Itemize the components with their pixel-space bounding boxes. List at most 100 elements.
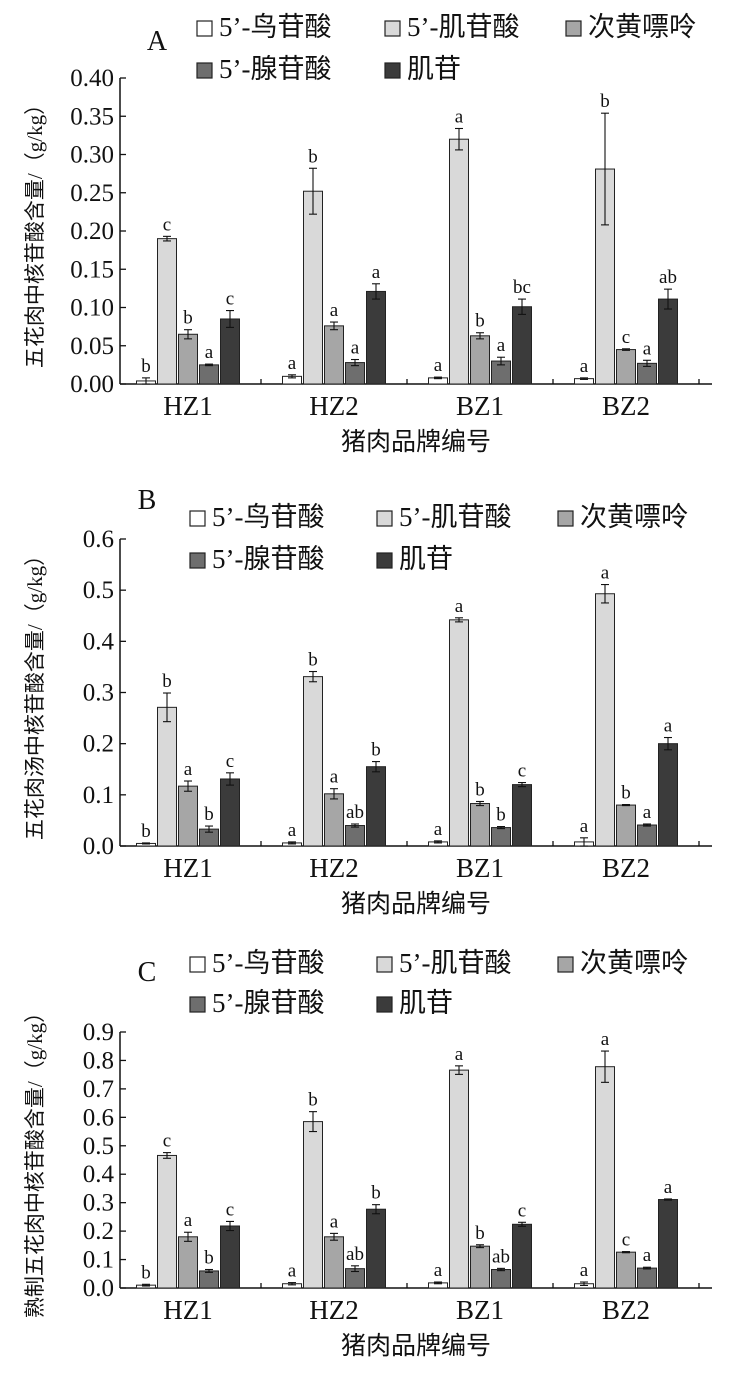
panel-b: B 5’-鸟苷酸 5’-肌苷酸 次黄嘌呤 5’-腺苷酸 肌苷 0.0 0.1 0.2 0.3 0.4…: [23, 485, 712, 918]
legend-label: 5’-腺苷酸: [212, 544, 324, 574]
significance-label: a: [580, 816, 589, 837]
panel-letter: A: [147, 26, 168, 57]
legend-swatch: [384, 62, 401, 79]
x-category-label: BZ2: [602, 391, 650, 421]
bar: [220, 1225, 240, 1289]
legend-swatch: [189, 956, 206, 973]
y-tick-label: 0.5: [83, 1133, 114, 1160]
bar: [616, 1251, 636, 1289]
bar: [366, 290, 386, 385]
bar: [512, 1223, 532, 1289]
bar: [157, 1154, 177, 1289]
significance-label: c: [226, 1199, 234, 1220]
y-tick-label: 0.7: [83, 1076, 114, 1103]
bar: [303, 190, 323, 385]
y-tick-label: 0.9: [83, 1019, 114, 1046]
significance-label: b: [204, 1248, 214, 1269]
legend-swatch: [189, 510, 206, 527]
significance-label: ab: [346, 1244, 364, 1265]
significance-label: a: [643, 1245, 652, 1266]
bar: [220, 318, 240, 385]
legend-swatch: [189, 552, 206, 569]
significance-label: a: [664, 1177, 673, 1198]
significance-label: a: [372, 262, 381, 283]
bar: [366, 766, 386, 847]
bar: [616, 349, 636, 385]
y-tick-label: 0.20: [70, 218, 114, 245]
significance-label: b: [308, 1090, 318, 1111]
significance-label: b: [141, 356, 151, 377]
panel-c: C 5’-鸟苷酸 5’-肌苷酸 次黄嘌呤 5’-腺苷酸 肌苷 0.00.10.20.30.4…: [23, 948, 712, 1360]
legend-label: 次黄嘌呤: [588, 12, 696, 42]
y-tick-label: 0.3: [83, 680, 114, 707]
significance-label: a: [330, 1211, 339, 1232]
y-tick-label: 0.2: [83, 1218, 114, 1245]
bar: [658, 1199, 678, 1289]
x-category-label: BZ2: [602, 853, 650, 883]
legend-label: 肌苷: [399, 988, 453, 1018]
significance-label: a: [455, 106, 464, 127]
bar: [157, 706, 177, 847]
legend-label: 次黄嘌呤: [580, 948, 688, 978]
significance-label: a: [184, 1210, 193, 1231]
bar: [491, 827, 511, 847]
significance-label: c: [518, 1200, 526, 1221]
legend-swatch: [376, 510, 393, 527]
bar: [512, 784, 532, 847]
significance-label: a: [288, 820, 297, 841]
significance-label: c: [622, 327, 630, 348]
significance-label: c: [622, 1230, 630, 1251]
significance-label: b: [141, 821, 151, 842]
y-axis-title: 五花肉汤中核苷酸含量/（g/kg）: [23, 545, 47, 840]
y-tick-label: 0.6: [83, 1104, 114, 1131]
bar: [157, 238, 177, 385]
significance-label: a: [580, 356, 589, 377]
significance-label: a: [455, 596, 464, 617]
x-category-label: HZ2: [309, 1295, 359, 1325]
bar: [637, 824, 657, 847]
y-axis-title: 五花肉中核苷酸含量/（g/kg）: [23, 94, 47, 368]
significance-label: b: [475, 1223, 485, 1244]
legend-label: 5’-腺苷酸: [219, 54, 331, 84]
y-tick-label: 0.35: [70, 103, 114, 130]
legend-label: 肌苷: [407, 54, 461, 84]
x-category-label: BZ1: [456, 853, 504, 883]
significance-label: bc: [513, 277, 531, 298]
significance-label: a: [455, 1044, 464, 1065]
significance-label: a: [664, 716, 673, 737]
significance-label: a: [330, 300, 339, 321]
legend-swatch: [196, 20, 213, 37]
significance-label: b: [496, 805, 506, 826]
bar: [595, 1066, 615, 1289]
legend-swatch: [376, 552, 393, 569]
bar: [470, 335, 490, 385]
bar: [199, 1270, 219, 1289]
y-tick-label: 0.2: [83, 731, 114, 758]
bar: [595, 593, 615, 847]
legend-swatch: [565, 20, 582, 37]
y-tick-label: 0.0: [83, 833, 114, 860]
significance-label: a: [351, 338, 360, 359]
significance-label: a: [184, 759, 193, 780]
y-tick-label: 0.00: [70, 371, 114, 398]
significance-label: a: [497, 335, 506, 356]
x-category-label: HZ1: [163, 391, 213, 421]
x-category-label: HZ1: [163, 1295, 213, 1325]
bar: [512, 306, 532, 385]
bar: [345, 825, 365, 847]
y-tick-label: 0.4: [83, 1161, 115, 1188]
bar: [303, 676, 323, 847]
bar: [616, 804, 636, 847]
bar: [470, 1245, 490, 1289]
significance-label: a: [601, 1029, 610, 1050]
x-category-label: BZ1: [456, 391, 504, 421]
y-tick-label: 0.10: [70, 295, 114, 322]
bar: [178, 333, 198, 385]
bar: [199, 364, 219, 385]
y-tick-label: 0.1: [83, 782, 114, 809]
significance-label: b: [475, 311, 485, 332]
legend-label: 5’-腺苷酸: [212, 988, 324, 1018]
significance-label: ab: [346, 802, 364, 823]
y-tick-label: 0.05: [70, 333, 114, 360]
bar: [324, 793, 344, 847]
